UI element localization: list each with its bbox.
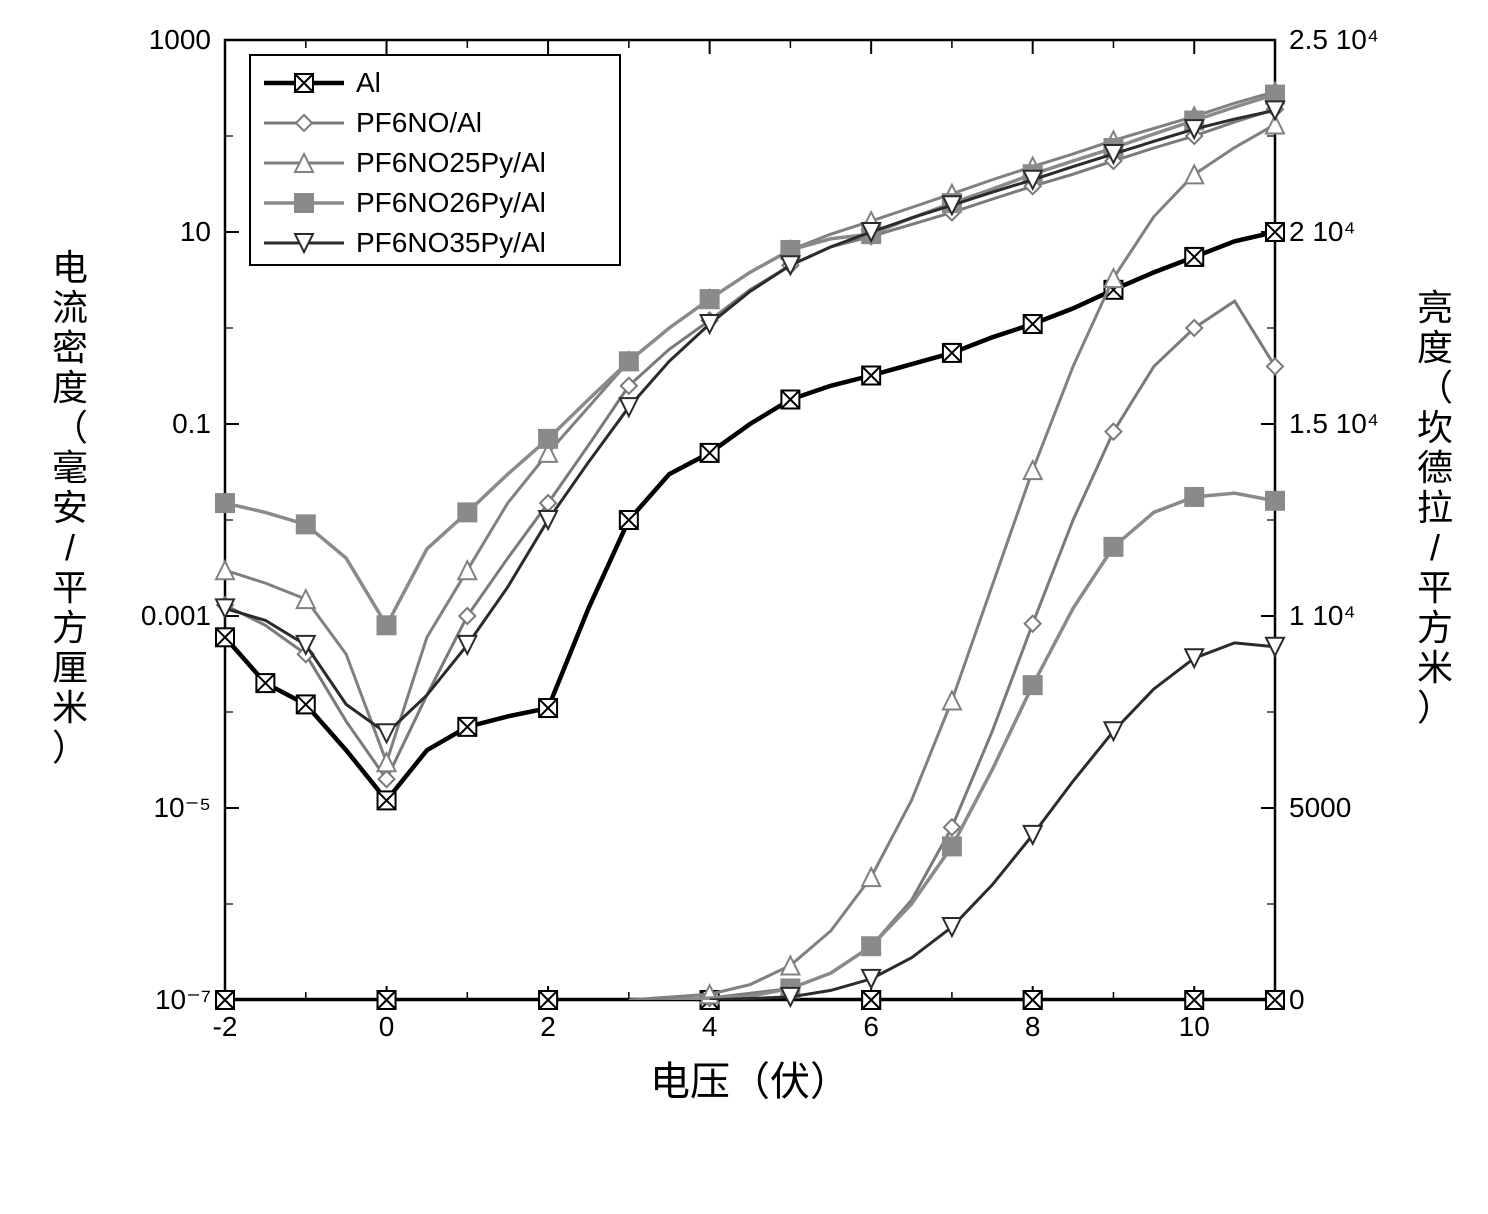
svg-text:/: /	[65, 527, 75, 568]
svg-text:度: 度	[1417, 327, 1453, 368]
svg-text:（: （	[52, 407, 88, 448]
svg-text:PF6NO26Py/Al: PF6NO26Py/Al	[356, 187, 546, 218]
svg-text:度: 度	[52, 367, 88, 408]
svg-text:8: 8	[1025, 1011, 1041, 1042]
svg-text:拉: 拉	[1417, 487, 1453, 528]
svg-text:平: 平	[1417, 567, 1453, 608]
chart-svg: -2 0 2 4 6 8 10 10⁻⁷ 10⁻⁵ 0.001 0.1 10 1000 0 5000 1 10…	[0, 0, 1488, 1214]
svg-text:2 10⁴: 2 10⁴	[1289, 216, 1356, 247]
svg-text:0.1: 0.1	[172, 408, 211, 439]
svg-text:1000: 1000	[149, 24, 211, 55]
svg-text:密: 密	[52, 327, 88, 368]
svg-text:PF6NO35Py/Al: PF6NO35Py/Al	[356, 227, 546, 258]
svg-text:德: 德	[1417, 447, 1453, 488]
svg-text:平: 平	[52, 567, 88, 608]
svg-text:电: 电	[52, 247, 88, 288]
svg-text:5000: 5000	[1289, 792, 1351, 823]
dual-axis-chart: -2 0 2 4 6 8 10 10⁻⁷ 10⁻⁵ 0.001 0.1 10 1000 0 5000 1 10…	[0, 0, 1488, 1214]
svg-text:PF6NO25Py/Al: PF6NO25Py/Al	[356, 147, 546, 178]
svg-text:/: /	[1430, 527, 1440, 568]
svg-text:1.5 10⁴: 1.5 10⁴	[1289, 408, 1379, 439]
svg-text:亮: 亮	[1417, 287, 1453, 328]
svg-text:6: 6	[863, 1011, 879, 1042]
svg-text:1 10⁴: 1 10⁴	[1289, 600, 1356, 631]
svg-text:厘: 厘	[52, 647, 88, 688]
svg-text:-2: -2	[213, 1011, 238, 1042]
svg-text:2.5 10⁴: 2.5 10⁴	[1289, 24, 1379, 55]
svg-text:2: 2	[540, 1011, 556, 1042]
svg-text:0.001: 0.001	[141, 600, 211, 631]
svg-text:方: 方	[1417, 607, 1453, 648]
svg-text:Al: Al	[356, 67, 381, 98]
svg-text:）: ）	[52, 727, 88, 768]
svg-text:10: 10	[180, 216, 211, 247]
svg-text:10⁻⁷: 10⁻⁷	[155, 984, 211, 1015]
svg-text:（: （	[1417, 367, 1453, 408]
svg-text:10⁻⁵: 10⁻⁵	[153, 792, 211, 823]
svg-text:方: 方	[52, 607, 88, 648]
svg-text:米: 米	[52, 687, 88, 728]
svg-text:电压（伏）: 电压（伏）	[650, 1060, 850, 1104]
svg-text:毫: 毫	[52, 447, 88, 488]
svg-text:）: ）	[1417, 687, 1453, 728]
svg-text:0: 0	[1289, 984, 1305, 1015]
svg-text:安: 安	[52, 487, 88, 528]
svg-text:0: 0	[379, 1011, 395, 1042]
svg-text:坎: 坎	[1417, 407, 1453, 448]
svg-text:PF6NO/Al: PF6NO/Al	[356, 107, 482, 138]
svg-text:4: 4	[702, 1011, 718, 1042]
svg-text:流: 流	[52, 287, 88, 328]
svg-text:10: 10	[1179, 1011, 1210, 1042]
svg-text:米: 米	[1417, 647, 1453, 688]
